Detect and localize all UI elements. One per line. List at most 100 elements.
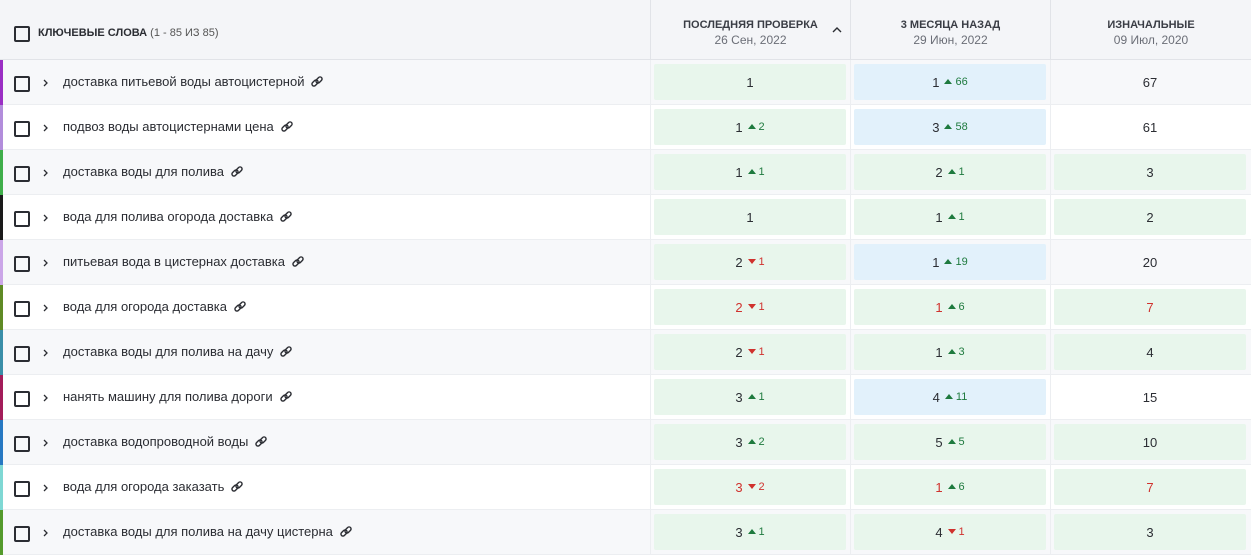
column-header[interactable]: ИЗНАЧАЛЬНЫЕ 09 Июл, 2020 (1050, 0, 1251, 60)
expand-icon (43, 529, 48, 537)
keyword-text[interactable]: питьевая вода в цистернах доставка (63, 254, 286, 269)
rank-value: 1 (746, 74, 754, 90)
keyword-text[interactable]: нанять машину для полива дороги (63, 389, 273, 404)
link-icon (231, 481, 243, 492)
rank-value: 1 (932, 74, 940, 90)
column-separator (1050, 60, 1051, 105)
row-color-bar (0, 195, 3, 240)
rank-value: 3 (735, 434, 743, 450)
keyword-row: доставка воды для полива на дачу цистерн… (0, 510, 1251, 555)
expand-icon (43, 484, 48, 492)
keyword-row: питьевая вода в цистернах доставка 2 1 1 19 2… (0, 240, 1251, 285)
sort-icon (832, 27, 842, 33)
column-separator (850, 510, 851, 555)
keyword-text[interactable]: доставка воды для полива на дачу (63, 344, 274, 359)
column-separator (1050, 375, 1051, 420)
column-separator (650, 375, 651, 420)
column-separator (850, 330, 851, 375)
expand-icon (43, 124, 48, 132)
column-header[interactable]: 3 МЕСЯЦА НАЗАД 29 Июн, 2022 (850, 0, 1050, 60)
row-checkbox[interactable] (14, 76, 30, 92)
column-separator (650, 195, 651, 240)
row-checkbox[interactable] (14, 391, 30, 407)
row-checkbox[interactable] (14, 481, 30, 497)
column-separator (850, 420, 851, 465)
rank-value: 3 (1146, 524, 1154, 540)
row-checkbox[interactable] (14, 166, 30, 182)
column-header[interactable]: ПОСЛЕДНЯЯ ПРОВЕРКА 26 Сен, 2022 (650, 0, 850, 60)
rank-cell: 10 (1054, 424, 1246, 460)
column-separator (850, 150, 851, 195)
column-separator (650, 420, 651, 465)
keyword-text[interactable]: доставка водопроводной воды (63, 434, 249, 449)
rank-change: 19 (944, 256, 967, 268)
keyword-text[interactable]: вода для огорода доставка (63, 299, 227, 314)
link-icon (280, 211, 292, 222)
rank-cell: 1 (654, 64, 846, 100)
rank-value: 4 (1146, 344, 1154, 360)
row-color-bar (0, 60, 3, 105)
column-date: 29 Июн, 2022 (913, 33, 988, 47)
rank-change: 2 (748, 121, 765, 133)
keyword-text[interactable]: подвоз воды автоцистернами цена (63, 119, 274, 134)
keyword-text[interactable]: доставка питьевой воды автоцистерной (63, 74, 305, 89)
link-icon (280, 346, 292, 357)
rank-change: 11 (945, 391, 967, 403)
rank-value: 1 (735, 119, 743, 135)
keyword-row: нанять машину для полива дороги 3 1 4 11 15 (0, 375, 1251, 420)
row-color-bar (0, 465, 3, 510)
rank-value: 1 (932, 254, 940, 270)
row-checkbox[interactable] (14, 526, 30, 542)
keyword-text[interactable]: доставка воды для полива на дачу цистерн… (63, 524, 333, 539)
column-separator (1050, 285, 1051, 330)
column-separator (1050, 150, 1051, 195)
row-checkbox[interactable] (14, 121, 30, 137)
rank-value: 7 (1146, 299, 1154, 315)
rank-change: 2 (748, 436, 765, 448)
row-checkbox[interactable] (14, 211, 30, 227)
row-checkbox[interactable] (14, 256, 30, 272)
rank-value: 15 (1142, 389, 1158, 405)
keyword-row: подвоз воды автоцистернами цена 1 2 3 58 61 (0, 105, 1251, 150)
column-separator (850, 240, 851, 285)
expand-icon (43, 439, 48, 447)
table-header: КЛЮЧЕВЫЕ СЛОВА (1 - 85 ИЗ 85) ПОСЛЕДНЯЯ … (0, 0, 1251, 60)
row-checkbox[interactable] (14, 301, 30, 317)
rank-cell: 67 (1054, 64, 1246, 100)
rank-cell: 4 11 (854, 379, 1046, 415)
link-icon (231, 166, 243, 177)
keyword-row: вода для огорода заказать 3 2 1 6 7 (0, 465, 1251, 510)
expand-icon (43, 79, 48, 87)
row-checkbox[interactable] (14, 346, 30, 362)
rank-cell: 1 19 (854, 244, 1046, 280)
rank-change: 5 (948, 436, 965, 448)
rank-value: 2 (735, 254, 743, 270)
row-checkbox[interactable] (14, 436, 30, 452)
rank-value: 4 (935, 524, 943, 540)
rank-value: 3 (1146, 164, 1154, 180)
keyword-text[interactable]: вода для огорода заказать (63, 479, 225, 494)
rank-cell: 3 58 (854, 109, 1046, 145)
keyword-text[interactable]: доставка воды для полива (63, 164, 224, 179)
link-icon (311, 76, 323, 87)
rank-change: 66 (944, 76, 967, 88)
keyword-text[interactable]: вода для полива огорода доставка (63, 209, 274, 224)
keywords-count: (1 - 85 ИЗ 85) (150, 27, 219, 39)
keyword-row: доставка питьевой воды автоцистерной 1 1 66… (0, 60, 1251, 105)
row-color-bar (0, 510, 3, 555)
rank-value: 2 (735, 299, 743, 315)
link-icon (292, 256, 304, 267)
column-separator (650, 510, 651, 555)
column-separator (850, 375, 851, 420)
rank-value: 1 (746, 209, 754, 225)
rank-value: 10 (1142, 434, 1158, 450)
row-color-bar (0, 330, 3, 375)
rank-value: 3 (735, 389, 743, 405)
select-all-checkbox[interactable] (14, 26, 30, 42)
